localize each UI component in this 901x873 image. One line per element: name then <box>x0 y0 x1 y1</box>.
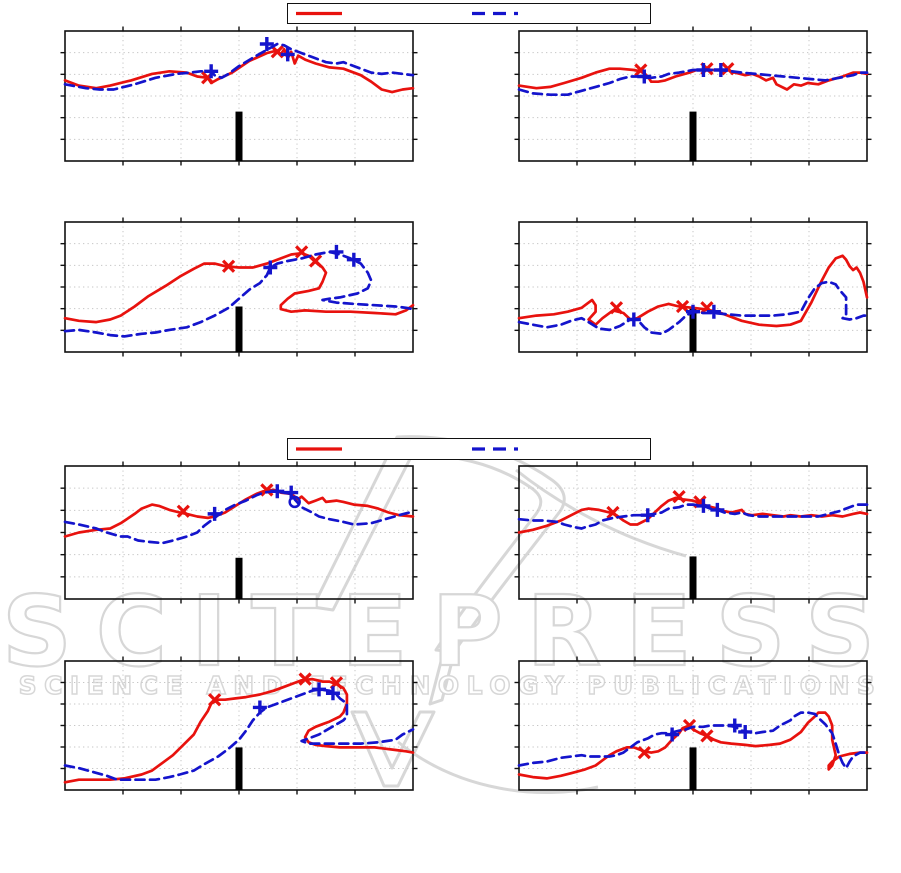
logo-swoosh-path <box>515 468 687 558</box>
obstacle-bar <box>235 111 243 161</box>
subplot-group2-row2-left <box>60 656 418 795</box>
axes-canvas-group2-row2-right <box>514 656 872 795</box>
dashed-blue-marker-plus <box>686 304 700 319</box>
obstacle-bar <box>689 556 697 599</box>
dashed-blue-marker-circle <box>288 495 301 509</box>
solid-red-marker-x <box>298 672 312 686</box>
axes-canvas-group1-row1-right <box>514 26 872 166</box>
dashed-blue-marker-plus <box>252 700 267 715</box>
dashed-blue-marker-plus <box>637 69 652 84</box>
dashed-blue-marker-plus <box>696 498 711 513</box>
axes-canvas-group2-row1-left <box>60 461 418 604</box>
solid-red-marker-x <box>308 254 323 268</box>
solid-red-marker-x <box>700 729 714 743</box>
dashed-blue-curve <box>517 280 869 336</box>
dashed-blue-marker-plus <box>207 506 222 521</box>
dashed-blue-marker-plus <box>696 63 711 77</box>
dashed-blue-marker-plus <box>329 244 344 259</box>
dashed-blue-curve <box>517 68 869 97</box>
legend-samples-legend-top <box>296 11 518 16</box>
dashed-blue-marker-plus <box>706 304 721 319</box>
axes-canvas-group1-row1-left <box>60 26 418 166</box>
subplot-group2-row1-right <box>514 461 872 604</box>
subplot-group1-row1-right <box>514 26 872 166</box>
solid-red-marker-x <box>208 693 222 707</box>
solid-red-marker-x <box>221 259 236 273</box>
subplot-group1-row1-left <box>60 26 418 166</box>
subplot-group1-row2-left <box>60 217 418 357</box>
dashed-blue-curve <box>63 42 415 91</box>
axes-canvas-group1-row2-left <box>60 217 418 357</box>
obstacle-bar <box>235 557 243 599</box>
watermark-subtitle: SCIENCE AND TECHNOLOGY PUBLICATIONS <box>18 671 883 700</box>
dashed-blue-marker-plus <box>738 724 753 739</box>
solid-red-marker-x <box>260 483 274 497</box>
dashed-blue-marker-plus <box>204 64 219 79</box>
solid-red-marker-x <box>637 745 651 760</box>
dashed-blue-marker-plus <box>346 252 361 267</box>
dashed-blue-marker-plus <box>665 727 680 742</box>
obstacle-bar <box>235 306 243 352</box>
dashed-blue-marker-plus <box>259 37 274 51</box>
axes-canvas-group2-row1-right <box>514 461 872 604</box>
obstacle-bar <box>689 307 697 352</box>
legend-top <box>287 3 651 24</box>
dashed-blue-marker-plus <box>263 260 278 275</box>
obstacle-bar <box>689 747 697 790</box>
dashed-blue-marker-plus <box>280 47 295 62</box>
dashed-blue-marker-plus <box>312 682 327 697</box>
legend-samples-legend-bottom <box>296 447 518 451</box>
subplot-group2-row2-right <box>514 656 872 795</box>
dashed-blue-marker-plus <box>325 686 340 701</box>
axes-canvas-group2-row2-left <box>60 656 418 795</box>
dashed-blue-marker-plus <box>710 502 725 517</box>
logo-swoosh-path <box>428 640 459 706</box>
dashed-blue-curve <box>63 688 415 782</box>
dashed-blue-curve <box>63 489 415 545</box>
subplot-group1-row2-right <box>514 217 872 357</box>
solid-red-marker-x <box>295 245 309 259</box>
solid-red-marker-x <box>609 301 624 315</box>
dashed-blue-marker-plus <box>713 63 728 77</box>
solid-red-curve <box>517 67 869 91</box>
subplot-group2-row1-left <box>60 461 418 604</box>
dashed-blue-marker-plus <box>640 508 655 523</box>
solid-red-marker-x <box>176 504 190 518</box>
dashed-blue-curve <box>63 250 415 338</box>
dashed-blue-marker-plus <box>270 484 285 499</box>
axes-canvas-group1-row2-right <box>514 217 872 357</box>
legend-bottom <box>287 438 651 460</box>
obstacle-bar <box>235 747 243 790</box>
solid-red-marker-x <box>672 489 686 504</box>
logo-swoosh-path <box>350 710 436 788</box>
dashed-blue-marker-plus <box>727 718 742 733</box>
obstacle-bar <box>689 111 697 161</box>
dashed-blue-marker-plus <box>626 312 641 327</box>
